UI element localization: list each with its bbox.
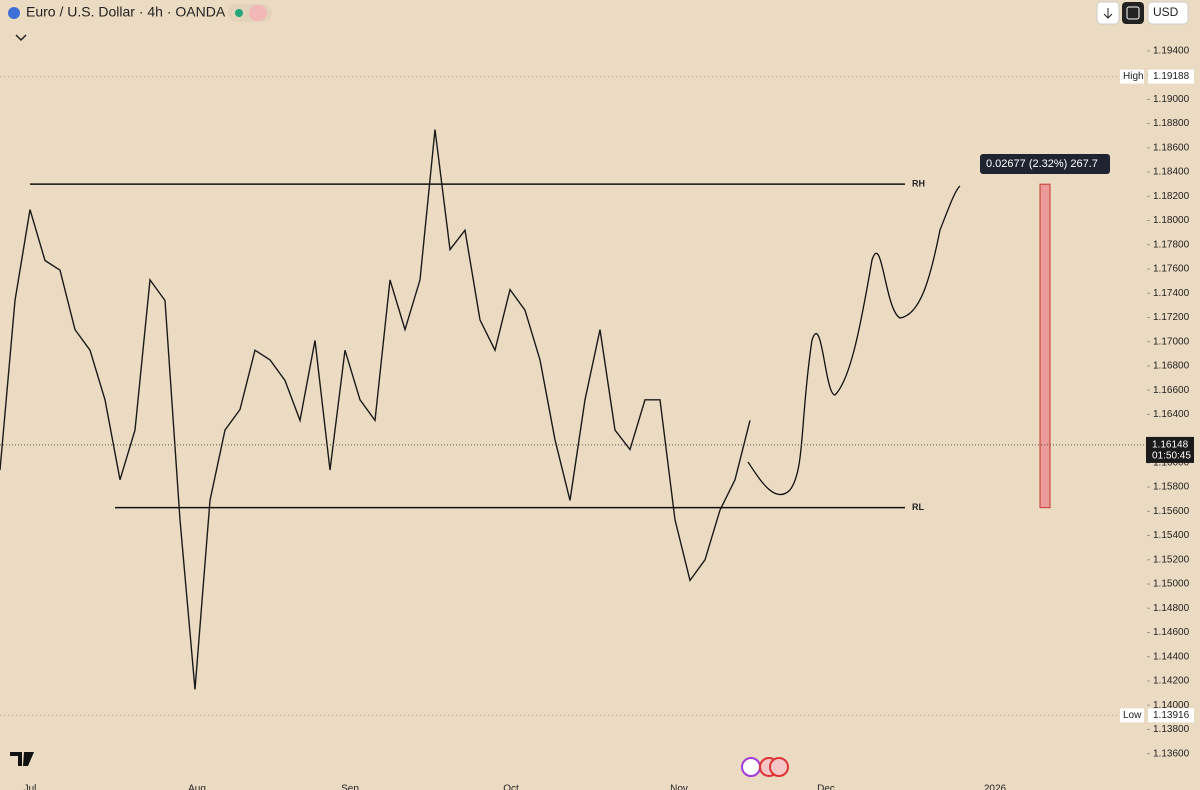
current-price-box [1146, 436, 1194, 463]
y-tick-label: 1.15000 [1153, 579, 1190, 590]
y-tick-label: 1.16400 [1153, 409, 1190, 420]
x-tick-label: Aug [188, 784, 206, 790]
y-tick-label: 1.19400 [1153, 46, 1190, 57]
low-tag-label: Low [1123, 710, 1142, 721]
x-tick-label: Nov [670, 784, 688, 790]
measure-label: 0.02677 (2.32%) 267.7 [986, 158, 1098, 170]
currency-button[interactable] [1147, 1, 1189, 25]
x-tick-label: Oct [503, 784, 519, 790]
y-tick-label: 1.18000 [1153, 215, 1190, 226]
y-tick-label: 1.18600 [1153, 142, 1190, 153]
x-tick-label: Sep [341, 784, 359, 790]
y-tick-label: 1.13600 [1153, 748, 1190, 759]
fullscreen-button[interactable] [1122, 2, 1144, 24]
data-status-icon [249, 5, 267, 21]
low-tag [1120, 708, 1144, 723]
y-tick-label: 1.14600 [1153, 627, 1190, 638]
event-icon[interactable] [769, 757, 789, 777]
y-tick-label: 1.15800 [1153, 482, 1190, 493]
down-arrow [1103, 8, 1113, 19]
low-price-box [1148, 708, 1194, 723]
y-tick-label: 1.15200 [1153, 554, 1190, 565]
y-tick-label: 1.16000 [1153, 457, 1190, 468]
y-tick-label: 1.18200 [1153, 191, 1190, 202]
measure-box [980, 154, 1110, 174]
y-tick-label: 1.14800 [1153, 603, 1190, 614]
y-tick-label: 1.16600 [1153, 385, 1190, 396]
y-tick-label: 1.17000 [1153, 336, 1190, 347]
x-tick-label: 2026 [984, 784, 1007, 790]
x-tick-label: Dec [817, 784, 835, 790]
y-tick-label: 1.14400 [1153, 651, 1190, 662]
low-price: 1.13916 [1153, 710, 1190, 721]
fullscreen-icon [1126, 6, 1140, 20]
currency-label: USD [1153, 5, 1179, 19]
market-open-dot [235, 9, 243, 17]
symbol-title[interactable]: Euro / U.S. Dollar · 4h · OANDA [26, 4, 226, 20]
y-tick-label: 1.14200 [1153, 676, 1190, 687]
y-tick-label: 1.13800 [1153, 724, 1190, 735]
high-price: 1.19188 [1153, 71, 1190, 82]
y-tick-label: 1.19000 [1153, 94, 1190, 105]
y-tick-label: 1.18800 [1153, 118, 1190, 129]
y-tick-label: 1.17400 [1153, 288, 1190, 299]
current-price: 1.16148 [1152, 440, 1189, 451]
collapse-chevron[interactable] [15, 34, 27, 42]
price-line [0, 129, 751, 690]
event-icon[interactable] [741, 757, 761, 777]
y-tick-label: 1.15600 [1153, 506, 1190, 517]
y-tick-label: 1.18400 [1153, 167, 1190, 178]
level-label: RL [912, 502, 924, 512]
y-tick-label: 1.16800 [1153, 361, 1190, 372]
bar-countdown: 01:50:45 [1152, 451, 1191, 462]
projection-drawing [747, 185, 961, 496]
y-tick-label: 1.14000 [1153, 700, 1190, 711]
x-tick-label: Jul [24, 784, 37, 790]
tv-logo [10, 752, 34, 766]
symbol-icon [8, 7, 20, 19]
measure-bar [1039, 183, 1051, 509]
y-tick-label: 1.17800 [1153, 239, 1190, 250]
y-tick-label: 1.17600 [1153, 264, 1190, 275]
y-tick-label: 1.15400 [1153, 530, 1190, 541]
level-label: RH [912, 179, 925, 189]
y-tick-label: 1.17200 [1153, 312, 1190, 323]
high-price-box [1148, 69, 1194, 84]
high-tag-label: High [1123, 71, 1144, 82]
high-tag [1120, 69, 1144, 84]
